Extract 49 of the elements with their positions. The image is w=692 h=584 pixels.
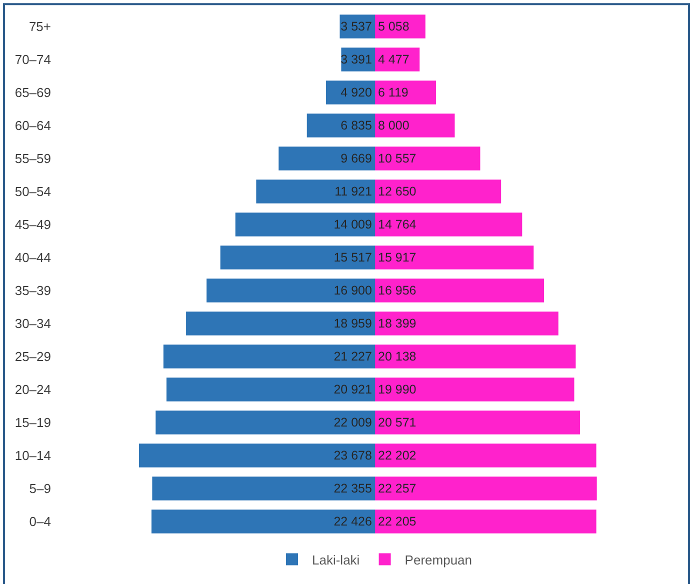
data-label: 22 426 bbox=[334, 514, 372, 528]
data-label: 12 650 bbox=[378, 184, 416, 198]
legend-label: Laki-laki bbox=[312, 552, 360, 568]
data-label: 20 571 bbox=[378, 416, 416, 430]
data-label: 22 355 bbox=[334, 482, 372, 496]
data-label: 5 058 bbox=[378, 20, 410, 34]
data-label: 20 921 bbox=[334, 382, 372, 396]
data-label: 4 920 bbox=[340, 86, 372, 100]
y-tick-label: 10–14 bbox=[14, 448, 51, 464]
y-tick-label: 20–24 bbox=[14, 382, 51, 398]
data-label: 4 477 bbox=[378, 52, 410, 66]
y-tick-label: 75+ bbox=[28, 19, 51, 34]
data-label: 20 138 bbox=[378, 350, 416, 364]
data-label: 18 399 bbox=[378, 316, 416, 330]
y-tick-label: 5–9 bbox=[29, 481, 51, 496]
y-tick-label: 65–69 bbox=[14, 85, 51, 100]
data-label: 19 990 bbox=[378, 382, 416, 396]
data-label: 15 917 bbox=[378, 250, 416, 264]
data-label: 10 557 bbox=[378, 152, 416, 166]
y-tick-label: 55–59 bbox=[14, 151, 51, 166]
y-tick-label: 60–64 bbox=[14, 118, 51, 134]
data-label: 11 921 bbox=[334, 184, 372, 198]
data-label: 6 119 bbox=[378, 86, 408, 100]
y-tick-label: 40–44 bbox=[14, 250, 51, 266]
data-label: 22 205 bbox=[378, 514, 416, 528]
data-label: 6 835 bbox=[340, 118, 372, 132]
data-label: 22 257 bbox=[378, 482, 416, 496]
data-label: 9 669 bbox=[340, 152, 372, 166]
data-label: 21 227 bbox=[334, 350, 372, 364]
data-label: 22 009 bbox=[334, 416, 372, 430]
y-tick-label: 0–4 bbox=[29, 514, 51, 530]
y-tick-label: 15–19 bbox=[14, 415, 51, 430]
data-label: 23 678 bbox=[334, 448, 372, 462]
data-label: 16 900 bbox=[334, 284, 372, 298]
y-tick-label: 30–34 bbox=[14, 316, 51, 332]
data-label: 3 537 bbox=[340, 20, 372, 34]
legend-label: Perempuan bbox=[404, 552, 472, 568]
data-label: 16 956 bbox=[378, 284, 416, 298]
y-tick-label: 25–29 bbox=[14, 349, 51, 364]
data-label: 22 202 bbox=[378, 448, 416, 462]
y-tick-label: 70–74 bbox=[14, 52, 51, 68]
y-tick-label: 35–39 bbox=[14, 283, 51, 298]
data-label: 18 959 bbox=[334, 316, 372, 330]
data-label: 14 009 bbox=[334, 218, 372, 232]
y-tick-label: 45–49 bbox=[14, 217, 51, 232]
data-label: 15 517 bbox=[334, 250, 372, 264]
data-label: 8 000 bbox=[378, 118, 410, 132]
data-label: 14 764 bbox=[378, 218, 416, 232]
y-tick-label: 50–54 bbox=[14, 184, 51, 200]
